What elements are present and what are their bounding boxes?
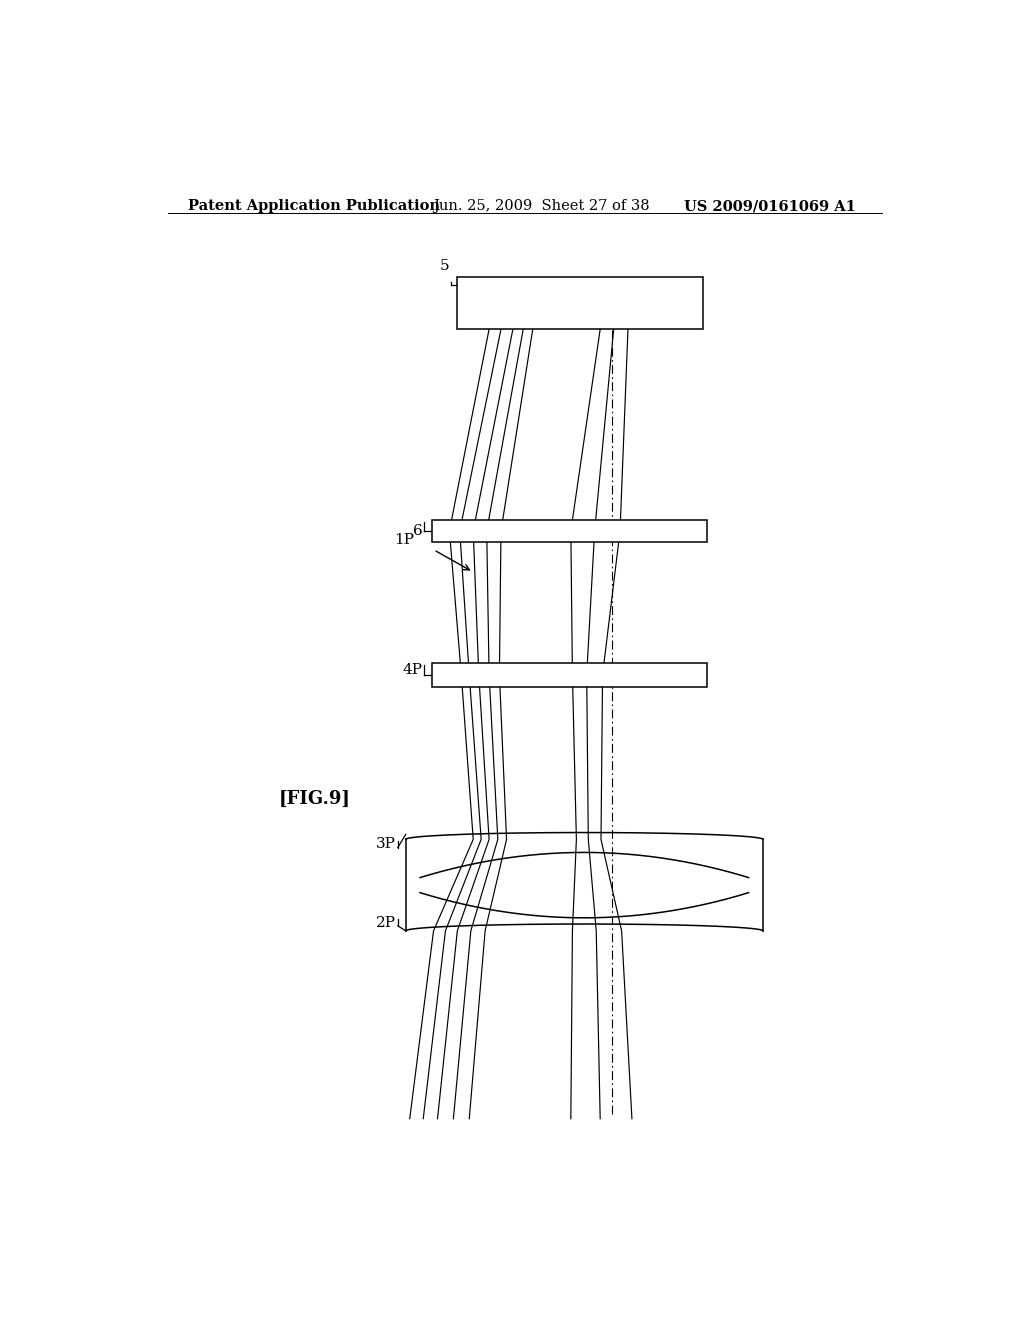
Text: 5: 5 <box>439 259 450 273</box>
Text: 3P: 3P <box>377 837 396 851</box>
Bar <box>432 663 708 686</box>
Text: 1P: 1P <box>393 532 414 546</box>
Text: 4P: 4P <box>402 663 423 677</box>
Text: Patent Application Publication: Patent Application Publication <box>187 199 439 213</box>
Text: 6: 6 <box>413 524 423 539</box>
Text: Jun. 25, 2009  Sheet 27 of 38: Jun. 25, 2009 Sheet 27 of 38 <box>433 199 650 213</box>
Bar <box>458 277 703 329</box>
Text: US 2009/0161069 A1: US 2009/0161069 A1 <box>684 199 855 213</box>
Bar <box>432 520 708 541</box>
Text: 2P: 2P <box>376 916 396 929</box>
Text: [FIG.9]: [FIG.9] <box>279 789 350 808</box>
